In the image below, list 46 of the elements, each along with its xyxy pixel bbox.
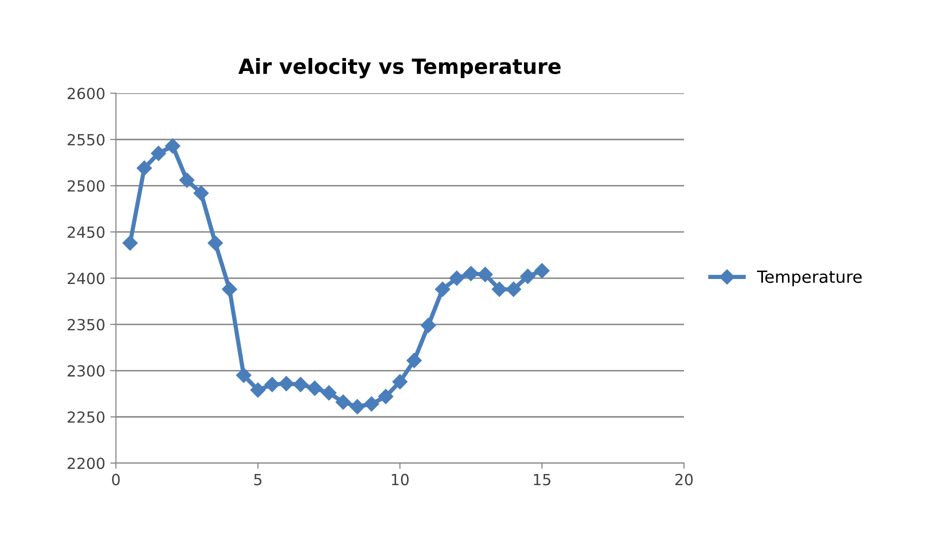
point xyxy=(392,374,408,390)
point xyxy=(165,138,180,154)
x-tick-label: 5 xyxy=(254,474,262,486)
point xyxy=(150,146,166,161)
x-tick-label: 20 xyxy=(675,474,693,486)
point xyxy=(122,235,138,251)
point xyxy=(492,282,507,297)
y-tick-label: 2300 xyxy=(68,365,104,377)
point xyxy=(520,268,536,284)
point xyxy=(478,266,493,282)
x-tick-label: 0 xyxy=(112,474,120,486)
point xyxy=(236,368,252,383)
y-tick-label: 2600 xyxy=(68,88,104,100)
point xyxy=(136,160,152,176)
point xyxy=(278,376,294,392)
point xyxy=(222,282,238,297)
point xyxy=(264,376,280,392)
y-tick-label: 2450 xyxy=(68,226,104,238)
y-tick-label: 2350 xyxy=(68,318,104,330)
y-tick-label: 2500 xyxy=(68,180,104,192)
point xyxy=(292,376,308,392)
legend-label: Temperature xyxy=(756,270,862,286)
point xyxy=(378,388,394,404)
y-tick-label: 2200 xyxy=(68,458,104,470)
point xyxy=(307,380,322,396)
point xyxy=(179,172,194,188)
point xyxy=(250,382,266,398)
point xyxy=(350,399,365,414)
y-tick-label: 2400 xyxy=(68,272,104,284)
y-tick-label: 2550 xyxy=(68,134,104,146)
point xyxy=(336,394,351,410)
point xyxy=(208,235,223,251)
point xyxy=(420,318,436,333)
chart-title: Air velocity vs Temperature xyxy=(238,58,561,78)
point xyxy=(321,385,337,400)
point xyxy=(406,352,422,368)
point xyxy=(534,263,550,278)
point xyxy=(449,270,464,286)
point xyxy=(364,396,380,412)
x-tick-label: 15 xyxy=(534,474,550,486)
point xyxy=(463,266,479,282)
y-tick-label: 2250 xyxy=(68,411,104,423)
x-tick-label: 10 xyxy=(392,474,409,486)
point xyxy=(434,282,450,297)
point xyxy=(506,282,522,297)
point xyxy=(194,186,209,201)
